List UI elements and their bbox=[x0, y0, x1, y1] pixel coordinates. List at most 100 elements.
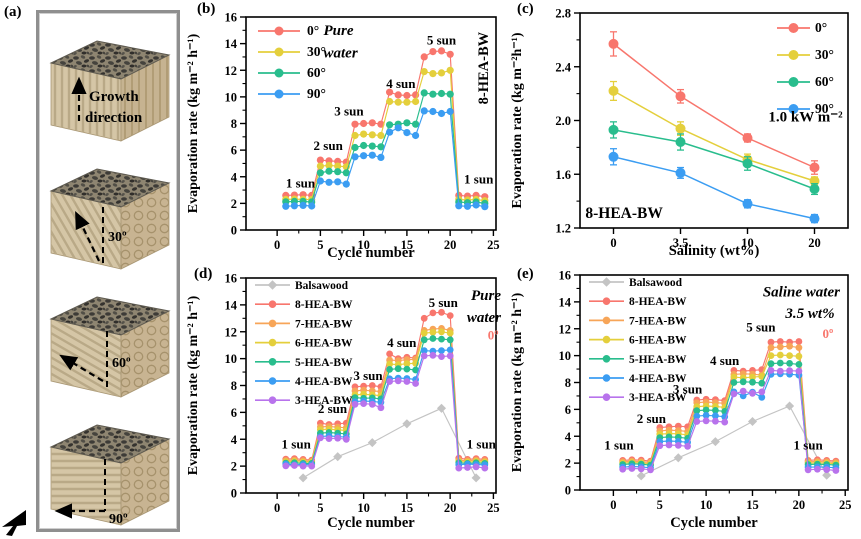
marker-circle bbox=[693, 412, 701, 420]
marker-circle bbox=[360, 119, 368, 128]
marker-circle bbox=[702, 406, 710, 414]
marker-circle bbox=[675, 137, 686, 147]
legend-label: 7-HEA-BW bbox=[629, 315, 687, 327]
marker-circle bbox=[403, 91, 411, 100]
legend-label: 30° bbox=[815, 47, 834, 62]
marker-circle bbox=[438, 308, 445, 316]
marker-circle bbox=[316, 156, 324, 164]
wood-blocks-illustration: Growth direction 30º 60º bbox=[49, 40, 171, 527]
y-tick-label: 10 bbox=[559, 349, 572, 363]
series-line bbox=[613, 43, 815, 169]
x-tick-label: 5 bbox=[657, 498, 663, 512]
marker-circle bbox=[334, 434, 342, 442]
marker-circle bbox=[351, 143, 359, 152]
marker-circle bbox=[438, 328, 445, 336]
legend-label: 3-HEA-BW bbox=[629, 392, 687, 404]
legend-label: 0° bbox=[307, 23, 319, 38]
legend-marker bbox=[268, 338, 277, 347]
annotation: 4 sun bbox=[387, 335, 417, 350]
series-line bbox=[613, 129, 815, 190]
marker-circle bbox=[386, 128, 394, 136]
marker-circle bbox=[446, 312, 454, 319]
x-tick-label: 20 bbox=[444, 238, 457, 252]
marker-circle bbox=[608, 124, 619, 135]
marker-circle bbox=[767, 367, 775, 374]
marker-circle bbox=[360, 141, 368, 150]
legend: Balsawood 8-HEA-BW 7-HEA-BW 6-HEA-BW 5-HEA-B… bbox=[589, 277, 687, 404]
marker-circle bbox=[412, 380, 419, 387]
x-axis-title: Salinity (wt%) bbox=[669, 243, 760, 259]
marker-circle bbox=[360, 130, 368, 138]
y-tick-label: 4 bbox=[231, 433, 238, 447]
marker-circle bbox=[675, 91, 686, 102]
marker-circle bbox=[368, 119, 376, 127]
x-tick-label: 0 bbox=[610, 498, 616, 512]
marker-circle bbox=[308, 202, 316, 210]
legend-label: 5-HEA-BW bbox=[295, 357, 353, 369]
y-tick-label: 8 bbox=[565, 376, 571, 390]
annotation: 1.0 kW m⁻² bbox=[768, 110, 843, 126]
cursor-arrow-icon bbox=[2, 510, 26, 536]
marker-circle bbox=[386, 378, 393, 385]
marker-circle bbox=[386, 366, 393, 373]
x-tick-label: 20 bbox=[808, 236, 821, 250]
marker-circle bbox=[712, 417, 719, 425]
legend-marker bbox=[268, 358, 277, 366]
marker-circle bbox=[351, 120, 359, 128]
marker-circle bbox=[316, 177, 324, 185]
legend-label: 6-HEA-BW bbox=[629, 335, 687, 347]
marker-diamond bbox=[471, 473, 481, 483]
x-tick-label: 25 bbox=[487, 238, 500, 252]
marker-circle bbox=[360, 400, 367, 407]
marker-circle bbox=[619, 465, 627, 473]
marker-circle bbox=[702, 417, 710, 425]
y-tick-label: 16 bbox=[559, 269, 572, 283]
marker-circle bbox=[739, 392, 747, 400]
marker-circle bbox=[386, 97, 394, 106]
marker-circle bbox=[776, 338, 784, 345]
marker-circle bbox=[386, 350, 393, 358]
marker-circle bbox=[776, 351, 784, 359]
marker-circle bbox=[325, 161, 333, 169]
growth-direction-label-line1: Growth bbox=[89, 89, 139, 105]
marker-circle bbox=[420, 68, 428, 76]
legend-label: 60° bbox=[307, 65, 326, 80]
series-line bbox=[302, 407, 477, 479]
marker-circle bbox=[420, 336, 428, 344]
legend-marker bbox=[602, 297, 611, 305]
marker-circle bbox=[786, 367, 793, 375]
marker-circle bbox=[429, 70, 437, 78]
marker-circle bbox=[420, 107, 428, 115]
marker-diamond bbox=[333, 452, 343, 462]
y-tick-label: 2 bbox=[565, 457, 571, 471]
marker-circle bbox=[429, 48, 437, 56]
marker-circle bbox=[776, 359, 784, 367]
marker-circle bbox=[412, 131, 420, 140]
annotation: 1 sun bbox=[604, 438, 634, 453]
marker-circle bbox=[608, 85, 619, 96]
annotation: 3 sun bbox=[673, 381, 703, 396]
x-tick-label: 0 bbox=[274, 501, 280, 515]
x-tick-label: 5 bbox=[317, 238, 323, 252]
marker-circle bbox=[693, 407, 701, 415]
series-3-HEA-BW bbox=[282, 351, 489, 472]
legend-label: 4-HEA-BW bbox=[629, 373, 687, 385]
series-line bbox=[613, 90, 815, 182]
marker-circle bbox=[472, 201, 480, 209]
marker-circle bbox=[438, 353, 445, 360]
annotation: Pure bbox=[471, 288, 501, 304]
marker-circle bbox=[290, 202, 298, 210]
marker-circle bbox=[342, 180, 350, 188]
x-tick-label: 10 bbox=[357, 238, 370, 252]
legend-label: Balsawood bbox=[295, 280, 349, 292]
panel-c-label: (c) bbox=[517, 1, 534, 17]
marker-circle bbox=[758, 379, 766, 387]
y-tick-label: 10 bbox=[225, 90, 238, 104]
marker-circle bbox=[438, 347, 445, 354]
legend-marker bbox=[274, 47, 284, 57]
marker-circle bbox=[693, 418, 701, 425]
series-30° bbox=[608, 80, 820, 186]
marker-circle bbox=[446, 329, 454, 337]
marker-circle bbox=[377, 143, 385, 151]
marker-circle bbox=[455, 464, 463, 472]
